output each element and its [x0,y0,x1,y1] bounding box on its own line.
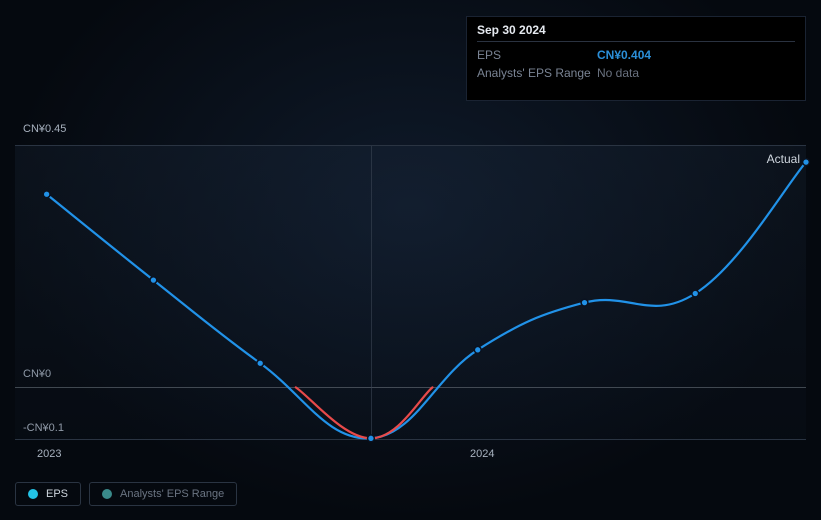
tooltip-label: EPS [477,48,597,62]
tooltip-label: Analysts' EPS Range [477,66,597,80]
legend-swatch [102,489,112,499]
legend-label: EPS [46,488,68,500]
line-chart-svg [15,146,806,441]
tooltip-value: CN¥0.404 [597,48,651,62]
legend-item-eps[interactable]: EPS [15,482,81,506]
chart-container: Sep 30 2024 EPS CN¥0.404 Analysts' EPS R… [0,0,821,520]
tooltip-date: Sep 30 2024 [477,23,795,42]
chart-tooltip: Sep 30 2024 EPS CN¥0.404 Analysts' EPS R… [466,16,806,101]
legend-swatch [28,489,38,499]
legend-item-range[interactable]: Analysts' EPS Range [89,482,237,506]
legend-label: Analysts' EPS Range [120,488,224,500]
x-axis-label: 2023 [37,448,61,460]
tooltip-row-range: Analysts' EPS Range No data [477,64,795,82]
chart-plot-area[interactable]: Actual [15,145,806,440]
tooltip-value: No data [597,66,639,80]
y-axis-label: CN¥0.45 [23,123,66,135]
tooltip-row-eps: EPS CN¥0.404 [477,46,795,64]
x-axis-label: 2024 [470,448,494,460]
legend: EPS Analysts' EPS Range [15,482,237,506]
